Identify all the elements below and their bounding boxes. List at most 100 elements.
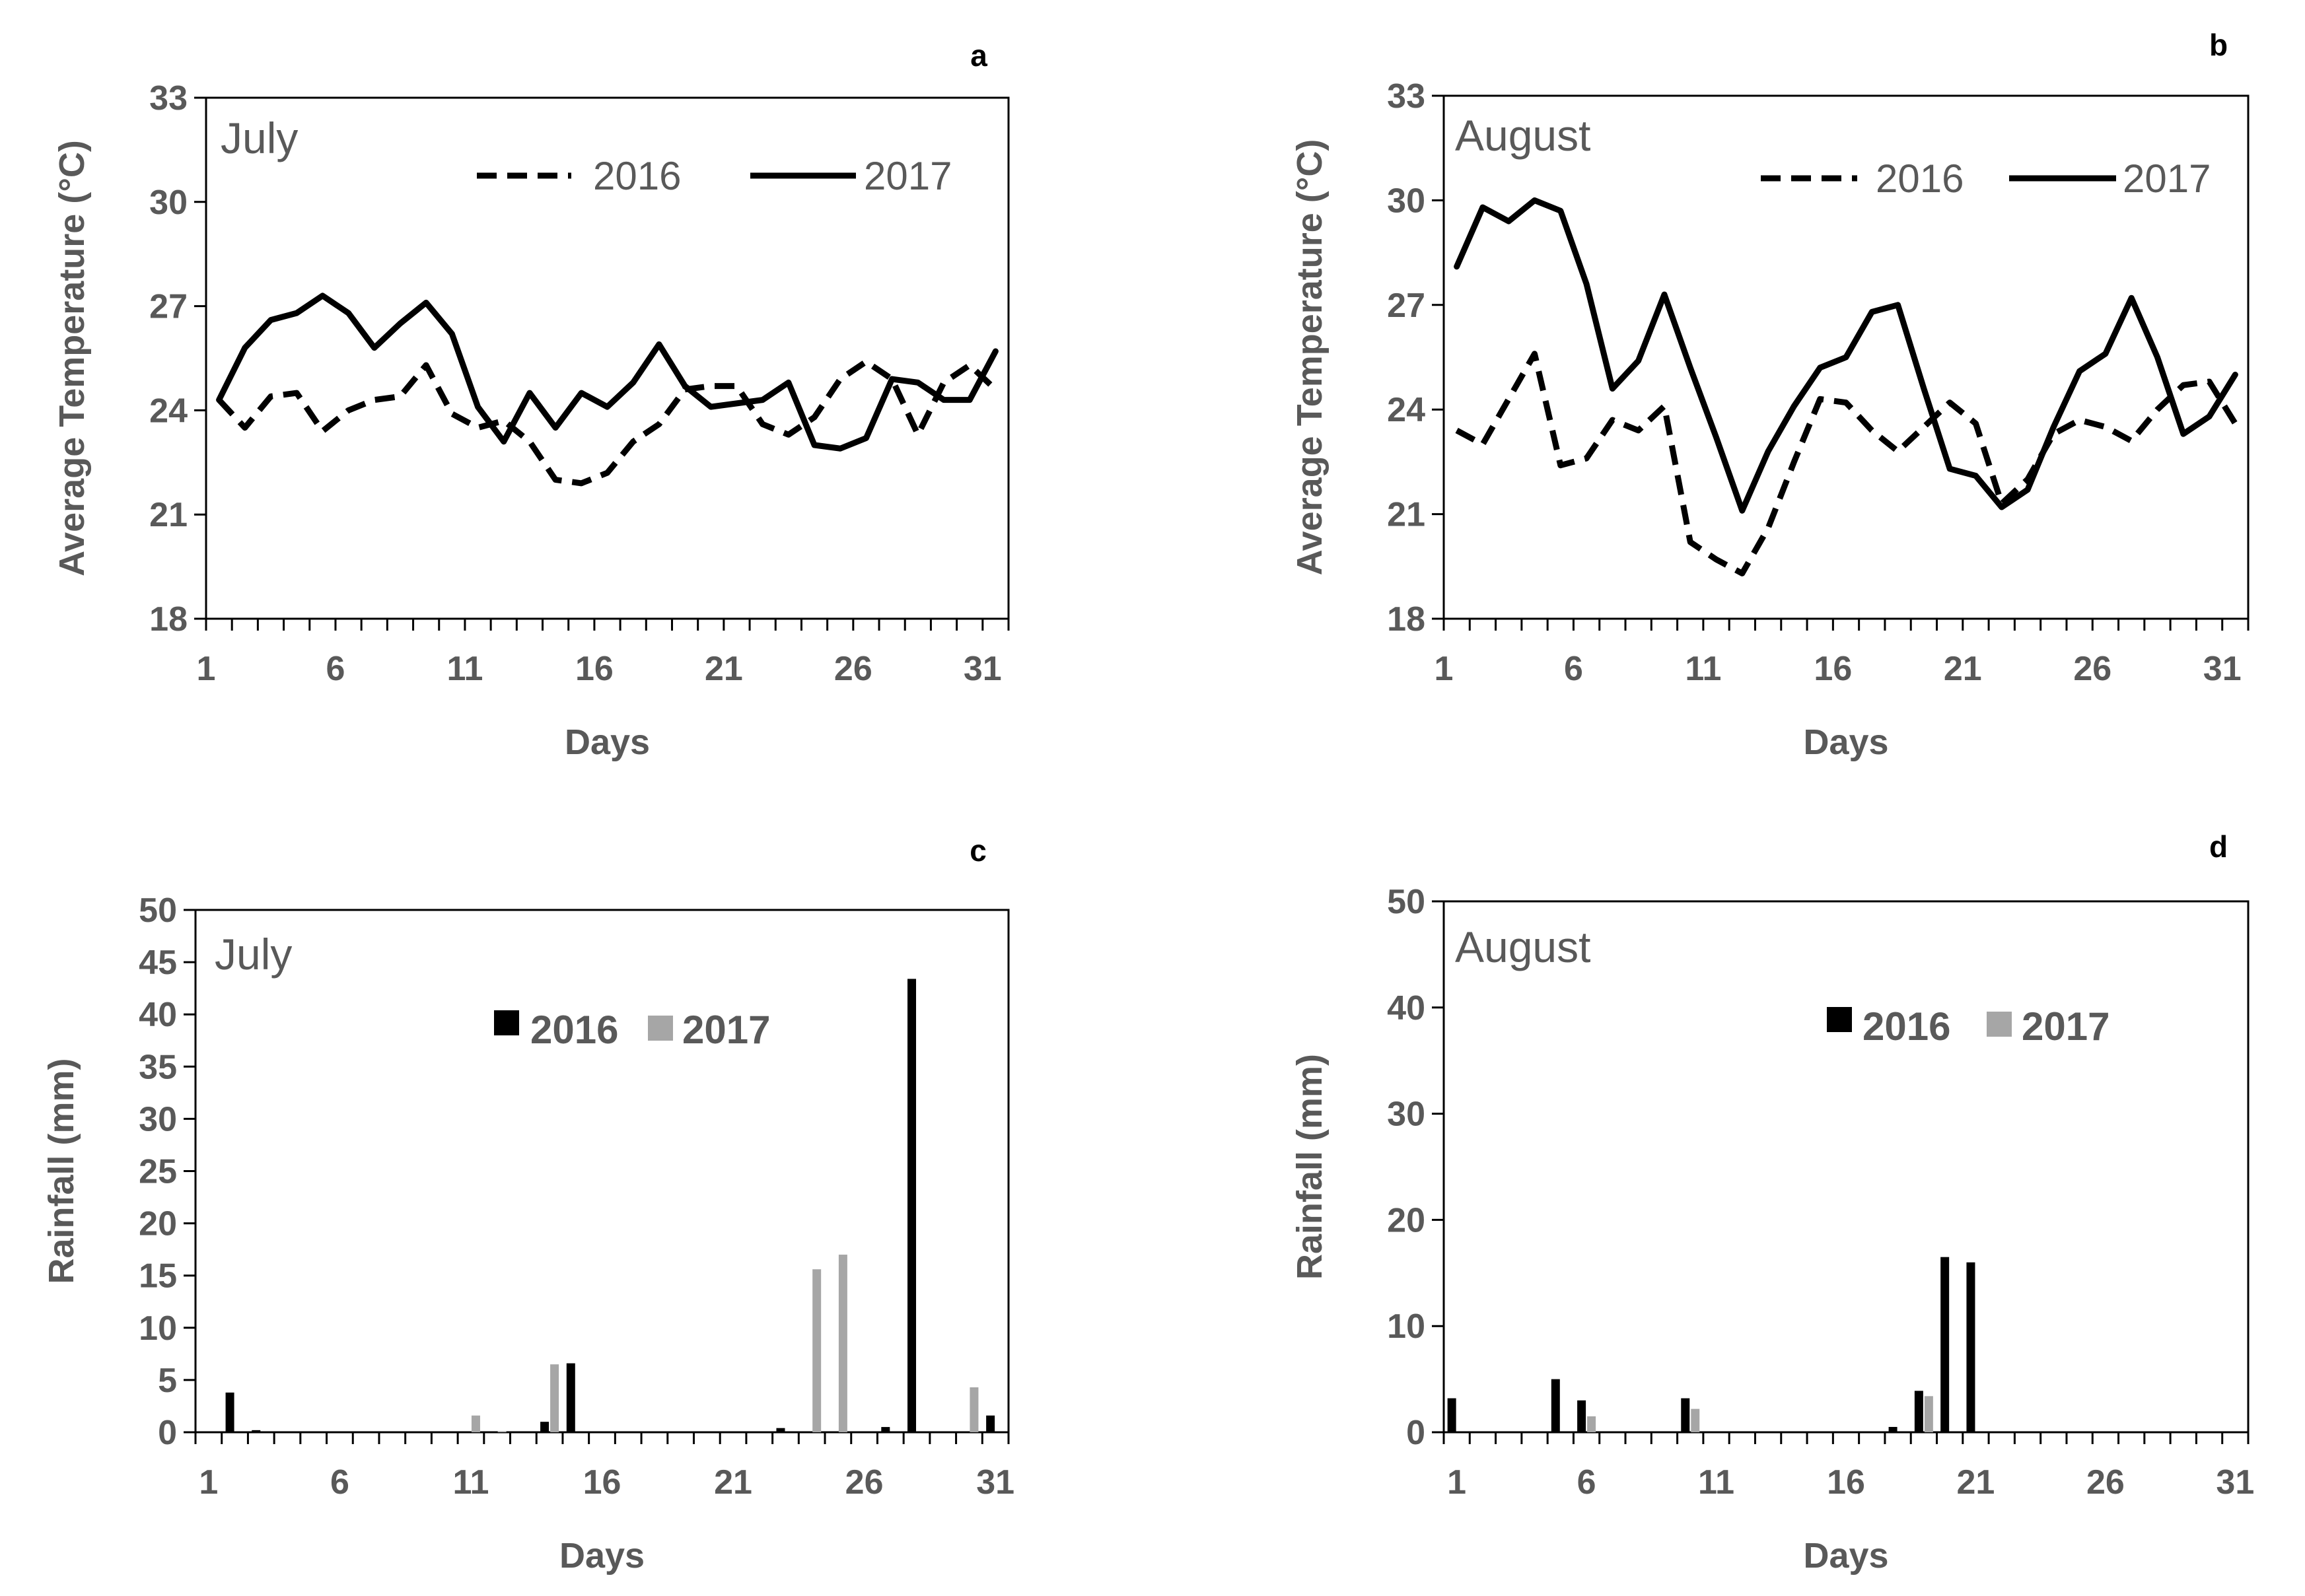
bar-2016-day-2 bbox=[225, 1392, 234, 1432]
x-tick-label: 11 bbox=[446, 650, 483, 688]
bar-2017-day-25 bbox=[838, 1255, 847, 1432]
x-tick-label: 21 bbox=[714, 1463, 752, 1502]
y-tick-label: 30 bbox=[139, 1100, 177, 1138]
y-tick-label: 24 bbox=[149, 392, 188, 430]
x-tick-label: 1 bbox=[1447, 1463, 1466, 1502]
x-axis: 1 6 11 16 21 26 31 bbox=[197, 619, 1010, 688]
x-tick-label: 1 bbox=[199, 1463, 218, 1502]
y-tick-label: 20 bbox=[139, 1205, 177, 1243]
y-tick-label: 5 bbox=[158, 1362, 177, 1400]
x-tick-label: 31 bbox=[2216, 1463, 2254, 1502]
x-tick-label: 21 bbox=[1944, 650, 1982, 688]
bar-2017-day-24 bbox=[812, 1269, 822, 1432]
x-tick-label: 11 bbox=[1685, 650, 1721, 688]
legend: 2016 2017 bbox=[1827, 1004, 2110, 1049]
series-2016 bbox=[1455, 351, 2238, 576]
plot-area bbox=[1442, 900, 2250, 1434]
x-tick-label: 31 bbox=[976, 1463, 1014, 1502]
bar-2017-day-10 bbox=[1691, 1408, 1700, 1432]
x-axis: 1 6 11 16 21 26 31 bbox=[1442, 1432, 2254, 1502]
series-2017 bbox=[1587, 1396, 1933, 1432]
x-tick-label: 31 bbox=[2203, 650, 2242, 688]
series-line-2016 bbox=[1455, 351, 2238, 576]
x-tick-label: 1 bbox=[197, 650, 216, 688]
series-2017 bbox=[471, 1255, 979, 1432]
x-tick-label: 6 bbox=[1564, 650, 1583, 688]
y-axis-title: Rainfall (mm) bbox=[1290, 1054, 1330, 1280]
x-tick-label: 16 bbox=[575, 650, 614, 688]
panel-letter: a bbox=[970, 38, 987, 73]
y-tick-label: 50 bbox=[139, 891, 177, 930]
bar-2016-day-3 bbox=[252, 1430, 261, 1432]
y-tick-label: 0 bbox=[158, 1414, 177, 1452]
y-tick-label: 33 bbox=[149, 79, 188, 118]
panel-letter: b bbox=[2209, 28, 2228, 62]
x-axis-title: Days bbox=[1803, 722, 1888, 762]
y-axis: 18 21 24 27 30 33 bbox=[1387, 77, 1444, 639]
bar-2016-day-6 bbox=[1577, 1400, 1586, 1432]
bar-2016-day-23 bbox=[776, 1428, 785, 1432]
bar-2016-day-10 bbox=[1681, 1398, 1690, 1432]
bar-2017-day-12 bbox=[497, 1431, 507, 1432]
y-tick-label: 30 bbox=[1387, 1095, 1425, 1134]
x-tick-label: 6 bbox=[1577, 1463, 1596, 1502]
x-axis: 1 6 11 16 21 26 31 bbox=[1435, 619, 2250, 688]
y-tick-label: 50 bbox=[1387, 883, 1425, 921]
bar-2016-day-5 bbox=[1551, 1379, 1560, 1432]
bar-2016-day-1 bbox=[1447, 1398, 1456, 1432]
y-tick-label: 15 bbox=[139, 1257, 177, 1296]
y-tick-label: 25 bbox=[139, 1153, 177, 1191]
bar-2017-day-30 bbox=[970, 1387, 979, 1432]
y-tick-label: 27 bbox=[149, 288, 188, 326]
y-axis-title: Average Temperature (°C) bbox=[1290, 139, 1330, 576]
y-tick-label: 35 bbox=[139, 1048, 177, 1086]
legend-swatch-2016 bbox=[494, 1010, 519, 1035]
x-axis-title: Days bbox=[559, 1536, 645, 1576]
legend: 2016 2017 bbox=[494, 1008, 770, 1052]
y-tick-label: 18 bbox=[149, 600, 188, 639]
series-2016 bbox=[217, 359, 998, 487]
plot-area bbox=[194, 909, 1010, 1434]
y-axis: 18 21 24 27 30 33 bbox=[149, 79, 206, 639]
y-axis: 0 10 20 30 40 50 bbox=[1387, 883, 1444, 1452]
bar-2016-day-31 bbox=[986, 1415, 995, 1432]
x-tick-label: 16 bbox=[1814, 650, 1852, 688]
legend-label-2016: 2016 bbox=[593, 154, 681, 198]
y-tick-label: 45 bbox=[139, 944, 177, 982]
panel-letter: c bbox=[970, 833, 987, 868]
bar-2016-day-15 bbox=[566, 1363, 575, 1432]
series-2016 bbox=[225, 979, 995, 1432]
y-tick-label: 10 bbox=[139, 1309, 177, 1348]
y-tick-label: 33 bbox=[1387, 77, 1425, 116]
x-tick-label: 11 bbox=[452, 1463, 489, 1502]
legend-label-2017: 2017 bbox=[2022, 1004, 2110, 1049]
y-axis-title: Average Temperature (°C) bbox=[52, 140, 92, 576]
month-label: August bbox=[1455, 111, 1590, 160]
x-tick-label: 16 bbox=[1827, 1463, 1865, 1502]
bar-2017-day-14 bbox=[550, 1364, 559, 1432]
x-tick-label: 1 bbox=[1435, 650, 1454, 688]
x-axis-title: Days bbox=[1803, 1536, 1888, 1576]
bar-2016-day-19 bbox=[1914, 1391, 1923, 1432]
x-tick-label: 6 bbox=[330, 1463, 349, 1502]
bar-2016-day-27 bbox=[881, 1427, 890, 1432]
y-tick-label: 21 bbox=[1387, 496, 1425, 534]
bar-2016-day-20 bbox=[1940, 1257, 1950, 1432]
y-tick-label: 20 bbox=[1387, 1201, 1425, 1239]
y-tick-label: 24 bbox=[1387, 391, 1425, 429]
bar-2017-day-19 bbox=[1924, 1396, 1933, 1432]
x-axis: 1 6 11 16 21 26 31 bbox=[194, 1432, 1014, 1502]
x-tick-label: 26 bbox=[2086, 1463, 2125, 1502]
x-tick-label: 21 bbox=[705, 650, 743, 688]
legend: 2016 2017 bbox=[1761, 156, 2211, 201]
x-tick-label: 26 bbox=[834, 650, 872, 688]
x-tick-label: 11 bbox=[1698, 1463, 1734, 1502]
x-tick-label: 26 bbox=[2073, 650, 2111, 688]
bar-2016-day-18 bbox=[1888, 1426, 1897, 1432]
month-label: July bbox=[215, 930, 292, 979]
series-2017 bbox=[216, 293, 999, 452]
y-tick-label: 10 bbox=[1387, 1307, 1425, 1346]
legend-swatch-2017 bbox=[1987, 1012, 2012, 1037]
